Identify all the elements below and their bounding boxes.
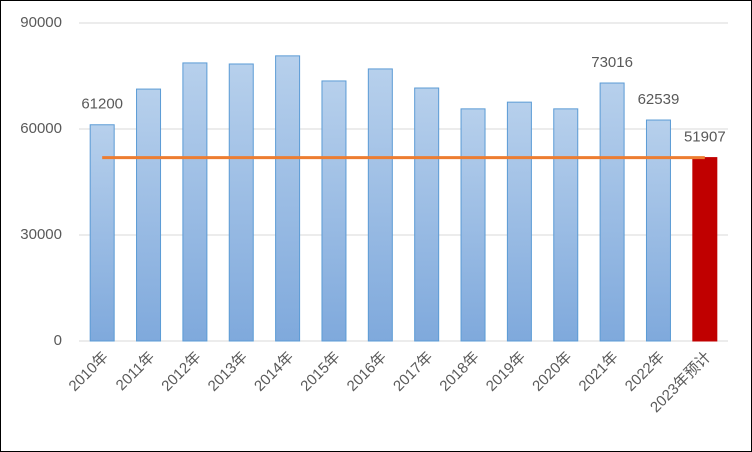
bar <box>228 63 254 342</box>
bar <box>136 88 162 342</box>
bar <box>645 119 671 342</box>
bar <box>182 62 208 342</box>
bar <box>89 124 115 342</box>
bar <box>321 80 347 342</box>
bar <box>599 82 625 342</box>
bar <box>692 157 718 342</box>
y-tick-label: 90000 <box>20 14 62 31</box>
data-label: 62539 <box>638 91 680 108</box>
bar <box>460 108 486 342</box>
y-tick-label: 30000 <box>20 226 62 243</box>
bar <box>367 68 393 342</box>
y-tick-label: 0 <box>54 332 62 349</box>
data-label: 61200 <box>81 96 123 113</box>
data-label: 73016 <box>591 54 633 71</box>
bar <box>553 108 579 342</box>
bar <box>275 55 301 342</box>
data-label: 51907 <box>684 129 726 146</box>
y-tick-label: 60000 <box>20 120 62 137</box>
bar <box>414 87 440 342</box>
bar <box>506 101 532 342</box>
